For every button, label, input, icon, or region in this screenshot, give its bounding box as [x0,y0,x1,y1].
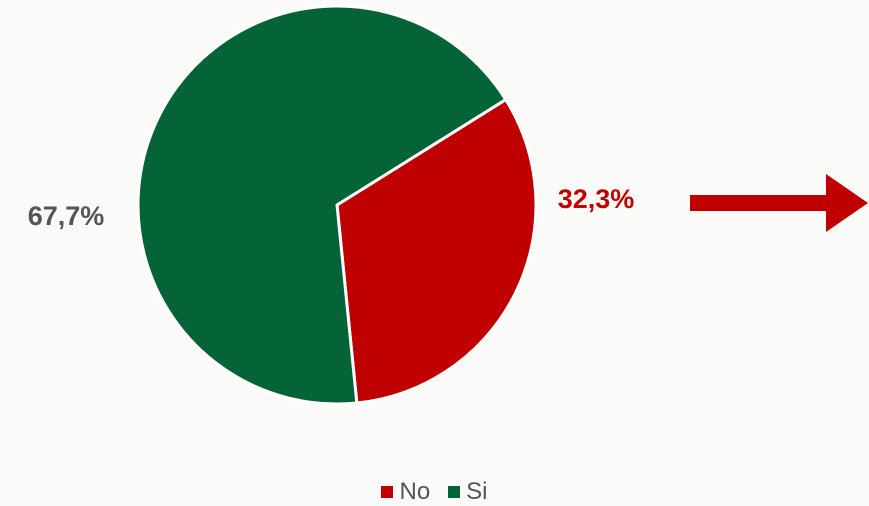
pie-slices [136,4,538,406]
arrow-shaft [690,195,832,211]
data-label-si: 67,7% [28,201,105,231]
legend-swatch-si [448,486,461,498]
pie-slice-si [136,4,508,406]
legend: No Si [0,478,869,506]
legend-item-si: Si [448,478,488,506]
arrow-head [826,174,868,232]
legend-swatch-no [381,486,394,498]
legend-item-no: No [381,478,430,506]
legend-label-no: No [399,478,431,505]
data-label-no: 32,3% [558,184,635,214]
pie-data-labels: 32,3% 67,7% [28,184,635,231]
legend-label-si: Si [466,478,488,505]
right-arrow-icon [690,174,868,232]
